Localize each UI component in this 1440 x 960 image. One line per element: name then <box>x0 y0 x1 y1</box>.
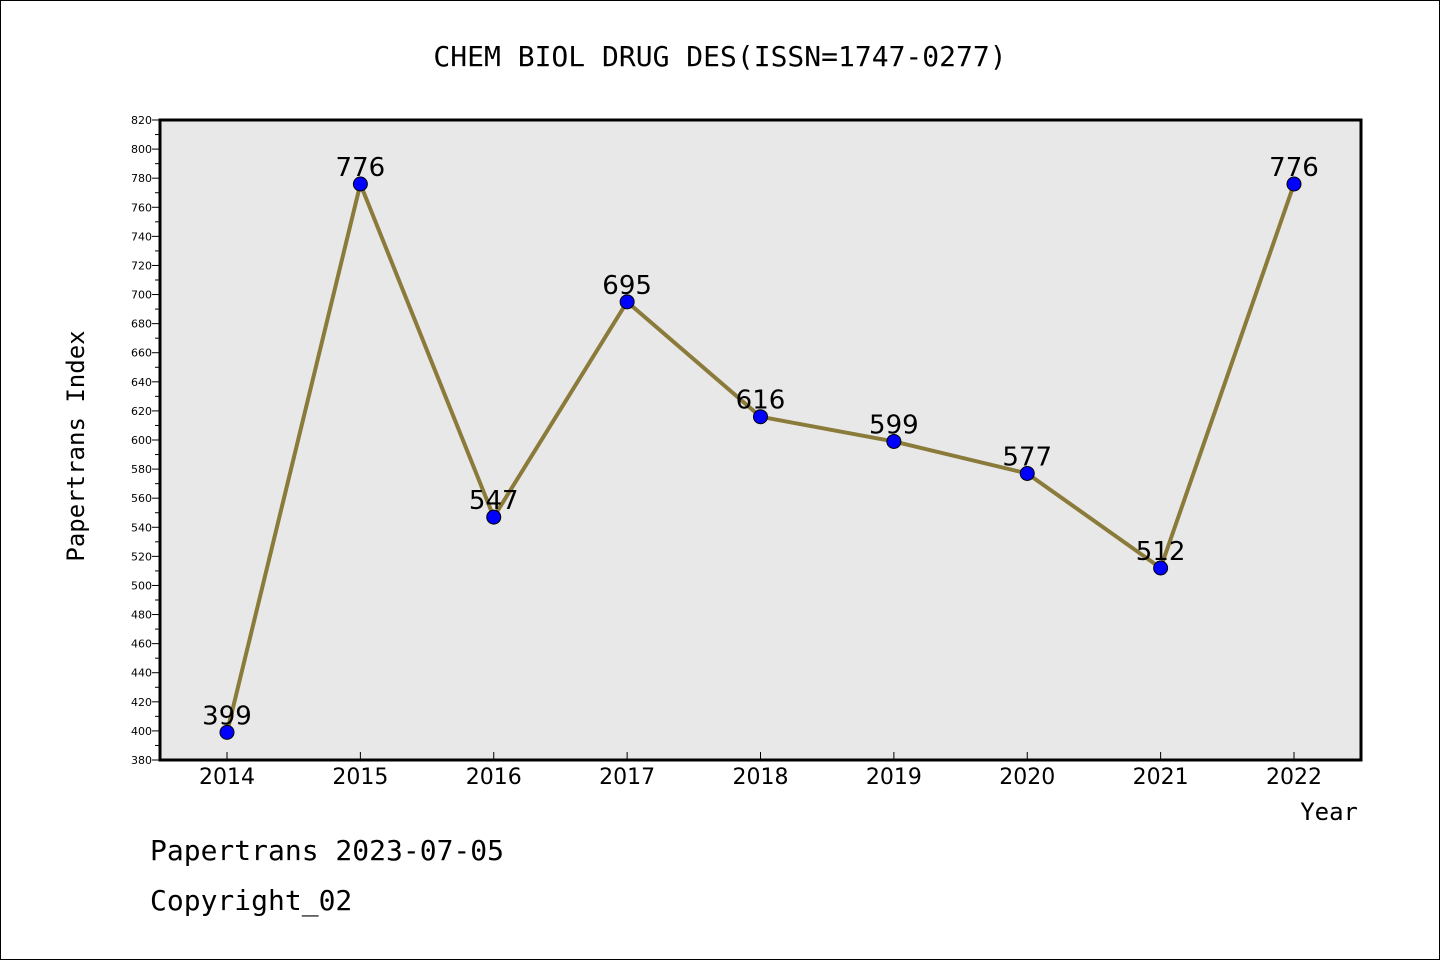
data-label: 776 <box>336 153 386 183</box>
data-point <box>753 409 768 425</box>
data-label: 399 <box>202 701 252 731</box>
data-point <box>886 433 902 449</box>
chart-title: CHEM BIOL DRUG DES(ISSN=1747-0277) <box>433 40 1006 73</box>
x-tick-label: 2019 <box>866 765 922 790</box>
data-point <box>219 724 235 740</box>
x-tick-label: 2014 <box>199 765 255 790</box>
y-tick-label: 600 <box>131 434 152 447</box>
y-axis-label: Papertrans Index <box>62 330 90 561</box>
data-labels: 399 776 547 695 616 599 577 512 776 <box>202 153 1319 731</box>
footer-copyright: Copyright_02 <box>150 884 353 917</box>
data-label: 776 <box>1269 153 1319 183</box>
x-tick-label: 2021 <box>1133 765 1189 790</box>
y-tick-label: 820 <box>131 114 152 127</box>
y-tick-label: 760 <box>131 201 152 214</box>
y-tick-label: 680 <box>131 318 152 331</box>
y-tick-label: 380 <box>131 754 152 767</box>
x-axis: 2014 2015 2016 2017 2018 2019 2020 2021 2022 <box>199 752 1322 790</box>
y-tick-label: 580 <box>131 463 152 476</box>
y-tick-label: 520 <box>131 550 152 563</box>
y-tick-label: 660 <box>131 347 152 360</box>
x-axis-label: Year <box>1300 798 1358 826</box>
y-tick-label: 800 <box>131 143 152 156</box>
y-tick-label: 780 <box>131 172 152 185</box>
data-label: 547 <box>469 486 519 516</box>
plot-area <box>158 118 1363 762</box>
data-label: 616 <box>736 386 786 416</box>
data-point <box>486 509 502 525</box>
y-tick-label: 640 <box>131 376 152 389</box>
data-point <box>1019 465 1035 481</box>
y-tick-label: 500 <box>131 579 152 592</box>
series-markers <box>219 176 1302 740</box>
y-tick-label: 540 <box>131 521 152 534</box>
x-tick-label: 2018 <box>733 765 789 790</box>
x-tick-label: 2017 <box>599 765 655 790</box>
y-tick-label: 740 <box>131 230 152 243</box>
y-tick-label: 440 <box>131 667 152 680</box>
x-tick-label: 2020 <box>999 765 1055 790</box>
data-label: 577 <box>1002 442 1052 472</box>
data-point <box>1153 560 1169 576</box>
data-label: 512 <box>1136 537 1186 567</box>
y-tick-label: 420 <box>131 696 152 709</box>
y-tick-label: 460 <box>131 638 152 651</box>
x-tick-label: 2015 <box>332 765 388 790</box>
y-tick-label: 700 <box>131 289 152 302</box>
x-tick-label: 2022 <box>1266 765 1322 790</box>
y-tick-label: 400 <box>131 725 152 738</box>
y-tick-label: 480 <box>131 609 152 622</box>
data-label: 599 <box>869 410 919 440</box>
data-point <box>352 176 368 192</box>
y-axis: 380 400 420 440 460 480 500 520 540 560 580 600 620 6… <box>131 114 160 767</box>
data-label: 695 <box>602 271 652 301</box>
y-tick-label: 620 <box>131 405 152 418</box>
footer-source: Papertrans 2023-07-05 <box>150 834 505 867</box>
y-tick-label: 720 <box>131 259 152 272</box>
data-point <box>619 294 635 310</box>
x-tick-label: 2016 <box>466 765 522 790</box>
y-tick-label: 560 <box>131 492 152 505</box>
data-point <box>1286 176 1302 192</box>
